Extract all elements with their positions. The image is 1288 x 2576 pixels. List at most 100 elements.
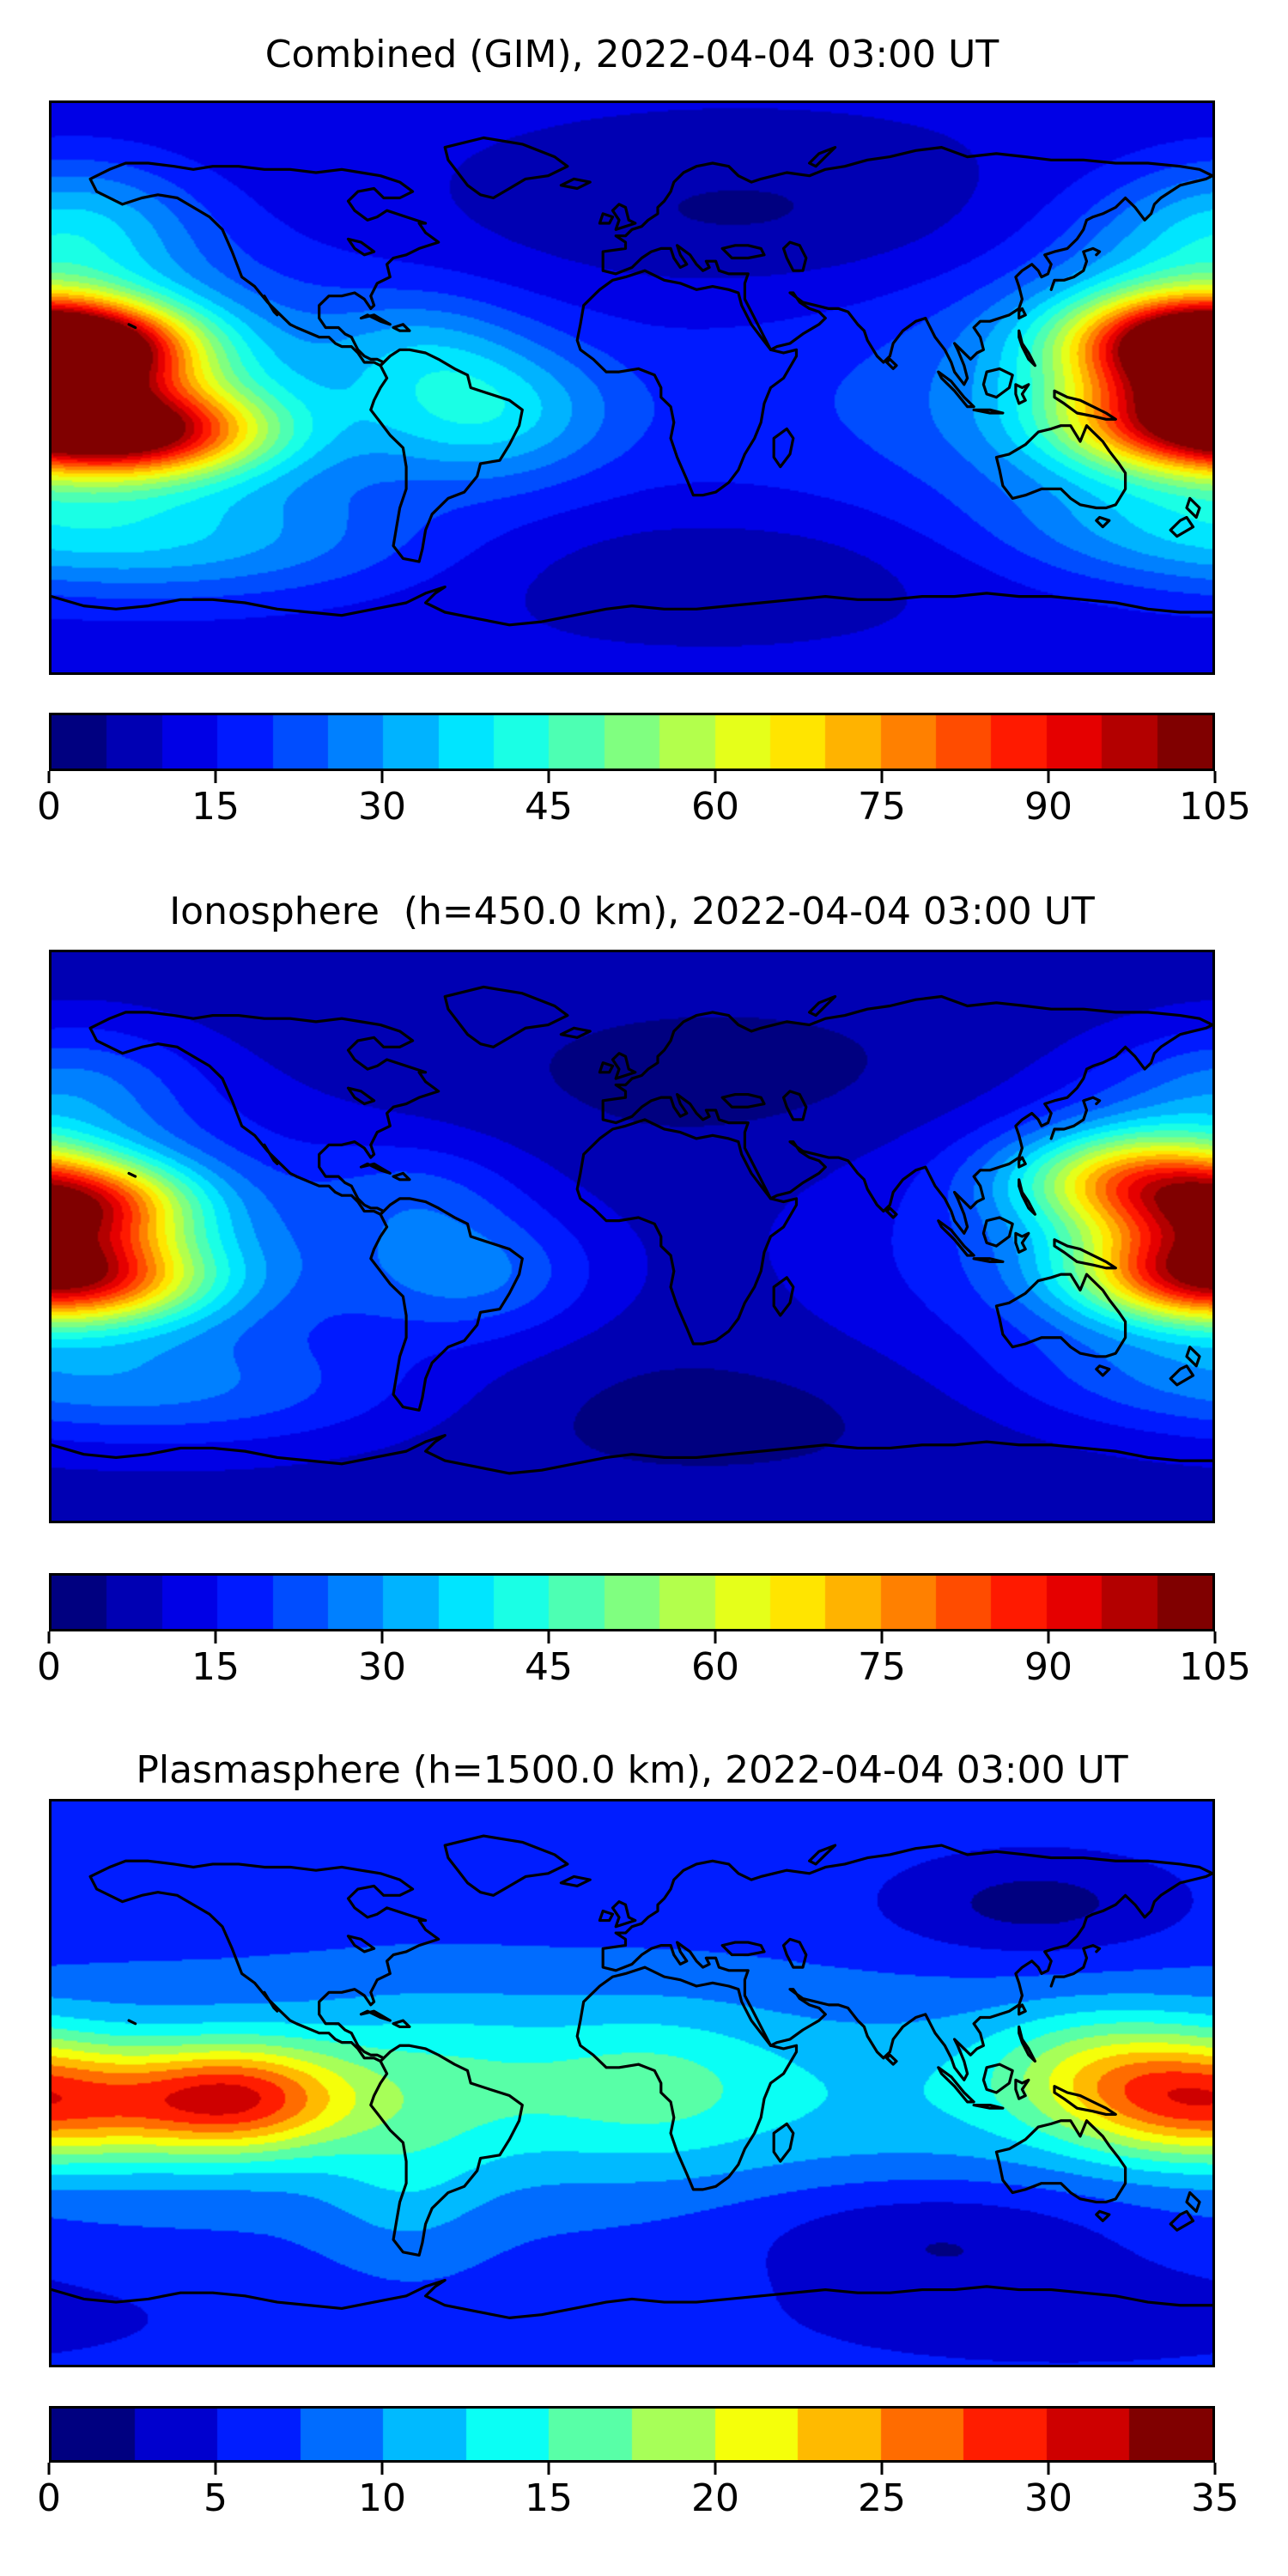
sumatra-coastline	[937, 370, 975, 409]
hispaniola-coastline	[392, 323, 411, 332]
panel-1-colorbar-ticks: 0 15 30 45 60 75 90 105	[37, 771, 1251, 831]
great-britain-coastline	[611, 1052, 637, 1080]
novaya-zemlya-coastline	[808, 994, 837, 1018]
colorbar-tick-label: 0	[37, 785, 61, 829]
panel-2-tec-field-canvas	[52, 952, 1212, 1521]
panel-2-colorbar-gradient-canvas	[52, 1576, 1212, 1629]
colorbar-tick	[380, 771, 384, 783]
iceland-coastline	[559, 1874, 592, 1888]
north-america-coastline	[88, 1011, 440, 1216]
tasmania-coastline	[1095, 515, 1111, 529]
great-lakes-coastline	[346, 1086, 376, 1106]
colorbar-tick	[380, 1631, 384, 1643]
australia-coastline	[994, 424, 1127, 510]
panel-3-coastlines-svg	[52, 1834, 1212, 2319]
colorbar-tick-label: 30	[358, 1645, 406, 1689]
ireland-coastline	[598, 1909, 615, 1923]
panel-2-colorbar-ticks: 0 15 30 45 60 75 90 105	[37, 1631, 1251, 1692]
north-america-coastline	[88, 1859, 440, 2063]
antarctica-coastline	[52, 2278, 1212, 2319]
colorbar-tick	[547, 2463, 550, 2475]
borneo-coastline	[981, 2063, 1014, 2094]
panel-3-colorbar-gradient-canvas	[52, 2409, 1212, 2460]
panel-3-title: Plasmasphere (h=1500.0 km), 2022-04-04 0…	[136, 1748, 1128, 1792]
novaya-zemlya-coastline	[808, 1844, 837, 1866]
madagascar-coastline	[772, 427, 795, 469]
caspian-sea-coastline	[781, 1090, 808, 1121]
colorbar-tick-label: 45	[525, 1645, 573, 1689]
philippines-coastline	[1018, 329, 1036, 368]
madagascar-coastline	[772, 1276, 795, 1317]
black-sea-coastline	[720, 1941, 766, 1957]
sulawesi-coastline	[1014, 383, 1030, 405]
madagascar-coastline	[772, 2122, 795, 2163]
java-coastline	[972, 2103, 1005, 2110]
iceland-coastline	[559, 1026, 592, 1039]
hispaniola-coastline	[392, 1171, 411, 1182]
colorbar-tick-label: 35	[1191, 2476, 1239, 2520]
greenland-coastline	[443, 1834, 569, 1897]
new-zealand-south-coastline	[1169, 1364, 1195, 1387]
hawaii-coastline	[127, 1171, 137, 1178]
australia-coastline	[994, 2119, 1127, 2204]
japan-coastline	[1049, 1944, 1102, 1988]
borneo-coastline	[981, 367, 1014, 399]
baja-california-coastline	[263, 1990, 279, 2013]
java-coastline	[972, 1257, 1005, 1264]
colorbar-tick	[547, 771, 550, 783]
colorbar-tick-label: 15	[525, 2476, 573, 2520]
colorbar-tick-label: 20	[691, 2476, 739, 2520]
panel-1-title: Combined (GIM), 2022-04-04 03:00 UT	[264, 33, 999, 76]
panel-1-colorbar-gradient-canvas	[52, 715, 1212, 769]
australia-coastline	[994, 1273, 1127, 1358]
hawaii-coastline	[127, 323, 137, 330]
panel-1-colorbar	[49, 713, 1215, 771]
south-america-coastline	[369, 1197, 524, 1412]
baja-california-coastline	[263, 1143, 279, 1166]
colorbar-tick-label: 75	[858, 1645, 906, 1689]
sulawesi-coastline	[1014, 1231, 1030, 1254]
panel-2-coastlines-svg	[52, 985, 1212, 1475]
colorbar-tick-label: 90	[1024, 1645, 1072, 1689]
panel-2-map	[49, 950, 1215, 1523]
colorbar-tick-label: 60	[691, 785, 739, 829]
philippines-coastline	[1018, 1178, 1036, 1216]
great-britain-coastline	[611, 203, 637, 231]
hispaniola-coastline	[392, 2019, 411, 2028]
ireland-coastline	[598, 1061, 615, 1074]
colorbar-tick-label: 5	[204, 2476, 228, 2520]
cuba-coastline	[359, 2009, 392, 2022]
north-america-coastline	[88, 161, 440, 368]
new-zealand-north-coastline	[1185, 496, 1201, 519]
new-guinea-coastline	[1053, 389, 1117, 421]
java-coastline	[972, 408, 1005, 415]
colorbar-tick-label: 15	[191, 1645, 240, 1689]
colorbar-tick-label: 30	[1024, 2476, 1072, 2520]
taiwan-coastline	[1018, 2003, 1027, 2016]
hawaii-coastline	[127, 2019, 137, 2026]
africa-coastline	[575, 1118, 799, 1346]
sulawesi-coastline	[1014, 2078, 1030, 2100]
greenland-coastline	[443, 985, 569, 1048]
colorbar-tick	[547, 1631, 550, 1643]
colorbar-tick-label: 25	[858, 2476, 906, 2520]
colorbar-tick	[380, 2463, 384, 2475]
colorbar-tick-label: 105	[1179, 1645, 1251, 1689]
tasmania-coastline	[1095, 2209, 1111, 2222]
colorbar-tick	[47, 1631, 51, 1643]
ireland-coastline	[598, 212, 615, 225]
caspian-sea-coastline	[781, 240, 808, 272]
panel-2-title: Ionosphere (h=450.0 km), 2022-04-04 03:0…	[169, 890, 1095, 933]
caspian-sea-coastline	[781, 1937, 808, 1969]
colorbar-tick	[1047, 2463, 1050, 2475]
africa-coastline	[575, 269, 799, 497]
colorbar-tick	[1213, 1631, 1217, 1643]
new-zealand-north-coastline	[1185, 2190, 1201, 2213]
new-guinea-coastline	[1053, 2085, 1117, 2116]
colorbar-tick-label: 90	[1024, 785, 1072, 829]
philippines-coastline	[1018, 2025, 1036, 2063]
panel-3-colorbar	[49, 2406, 1215, 2463]
colorbar-tick	[47, 771, 51, 783]
panel-3-tec-field-canvas	[52, 1801, 1212, 2365]
colorbar-tick	[714, 2463, 717, 2475]
